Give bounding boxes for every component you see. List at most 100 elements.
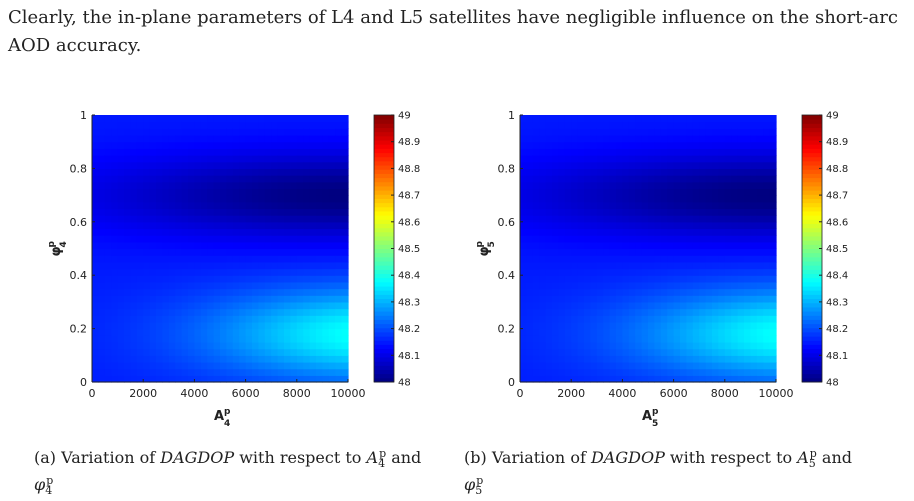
colorbar-segment	[374, 336, 394, 341]
heatmap-cell	[724, 181, 732, 190]
heatmap-cell	[239, 361, 247, 370]
heatmap-cell	[539, 161, 547, 169]
heatmap-cell	[124, 261, 131, 270]
heatmap-cell	[316, 195, 323, 203]
intro-paragraph: Clearly, the in-plane parameters of L4 a…	[8, 4, 908, 60]
heatmap-cell	[309, 181, 317, 190]
heatmap-cell	[143, 235, 151, 243]
heatmap-cell	[756, 168, 764, 176]
heatmap-cell	[213, 121, 221, 129]
heatmap-cell	[596, 281, 604, 290]
heatmap-cell	[226, 341, 234, 350]
heatmap-cell	[686, 328, 694, 336]
heatmap-cell	[596, 221, 604, 230]
heatmap-cell	[635, 295, 643, 303]
heatmap-cell	[571, 148, 579, 156]
heatmap-cell	[539, 248, 547, 256]
heatmap-cell	[264, 115, 272, 123]
heatmap-cell	[737, 135, 745, 143]
heatmap-cell	[750, 115, 758, 123]
heatmap-cell	[252, 208, 259, 216]
heatmap-cell	[648, 368, 655, 376]
heatmap-cell	[680, 368, 687, 376]
heatmap-cell	[130, 115, 138, 123]
heatmap-cell	[590, 281, 598, 290]
heatmap-cell	[750, 295, 758, 303]
heatmap-cell	[564, 221, 572, 230]
heatmap-cell	[750, 301, 758, 310]
heatmap-cell	[673, 215, 681, 223]
heatmap-cell	[724, 321, 732, 330]
heatmap-cell	[539, 335, 547, 343]
heatmap-cell	[296, 321, 304, 330]
heatmap-cell	[571, 181, 579, 190]
heatmap-cell	[104, 281, 112, 290]
heatmap-cell	[92, 221, 99, 230]
heatmap-cell	[769, 288, 777, 296]
heatmap-cell	[731, 281, 739, 290]
heatmap-cell	[104, 208, 112, 216]
heatmap-cell	[603, 215, 611, 223]
heatmap-cell	[686, 141, 694, 149]
heatmap-cell	[232, 121, 240, 129]
heatmap-cell	[168, 308, 176, 316]
heatmap-cell	[296, 328, 304, 336]
heatmap-cell	[532, 361, 540, 370]
heatmap-cell	[188, 301, 195, 310]
heatmap-cell	[316, 135, 323, 143]
heatmap-cell	[596, 241, 604, 250]
heatmap-cell	[641, 368, 649, 376]
heatmap-cell	[168, 375, 176, 383]
heatmap-cell	[104, 128, 112, 136]
heatmap-cell	[175, 361, 183, 370]
heatmap-cell	[296, 368, 304, 376]
heatmap-cell	[316, 275, 323, 283]
heatmap-cell	[149, 368, 157, 376]
heatmap-cell	[571, 221, 579, 230]
heatmap-cell	[673, 221, 681, 230]
heatmap-cell	[584, 168, 591, 176]
heatmap-cell	[111, 241, 119, 250]
heatmap-cell	[628, 268, 636, 276]
heatmap-cell	[673, 175, 681, 183]
heatmap-cell	[290, 195, 298, 203]
heatmap-cell	[692, 221, 700, 230]
y-tick-label: 0.8	[498, 162, 516, 175]
heatmap-cell	[763, 315, 771, 323]
heatmap-cell	[699, 208, 707, 216]
heatmap-cell	[220, 128, 227, 136]
heatmap-cell	[296, 361, 304, 370]
heatmap-cell	[162, 235, 170, 243]
heatmap-cell	[699, 375, 707, 383]
heatmap-cell	[258, 361, 266, 370]
heatmap-cell	[188, 295, 195, 303]
colorbar-tick-label: 49	[826, 111, 839, 122]
heatmap-cell	[731, 268, 739, 276]
heatmap-cell	[117, 141, 125, 149]
heatmap-cell	[712, 195, 719, 203]
heatmap-cell	[143, 135, 151, 143]
heatmap-cell	[692, 201, 700, 210]
heatmap-cell	[207, 128, 215, 136]
heatmap-cell	[277, 301, 285, 310]
heatmap-cell	[609, 221, 617, 230]
heatmap-cell	[322, 295, 330, 303]
heatmap-cell	[660, 215, 668, 223]
heatmap-cell	[156, 128, 163, 136]
heatmap-cell	[526, 215, 534, 223]
heatmap-cell	[648, 188, 655, 196]
heatmap-cell	[596, 115, 604, 123]
heatmap-cell	[175, 201, 183, 210]
heatmap-cell	[545, 348, 553, 356]
colorbar-segment	[802, 269, 822, 275]
heatmap-cell	[136, 288, 144, 296]
heatmap-cell	[200, 321, 208, 330]
heatmap-cell	[226, 161, 234, 169]
heatmap-cell	[692, 348, 700, 356]
heatmap-cell	[194, 135, 202, 143]
heatmap-cell	[98, 121, 106, 129]
heatmap-cell	[92, 328, 99, 336]
heatmap-cell	[284, 161, 291, 169]
heatmap-cell	[718, 261, 726, 270]
heatmap-cell	[590, 235, 598, 243]
